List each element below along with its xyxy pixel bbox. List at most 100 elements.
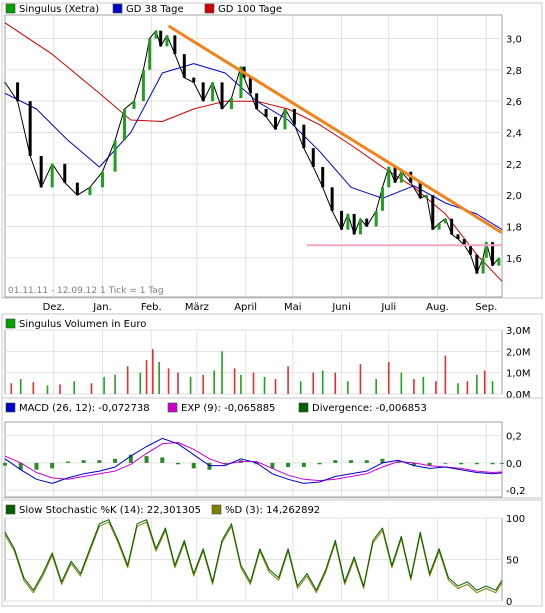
price-candle xyxy=(456,234,460,240)
month-tick-label: Dez. xyxy=(43,302,65,313)
price-legend-label: GD 100 Tage xyxy=(218,4,282,15)
price-ytick-label: 2,4 xyxy=(506,129,522,140)
price-candle xyxy=(330,187,334,211)
divergence-bar xyxy=(34,462,39,470)
divergence-bar xyxy=(427,462,432,466)
volume-bar xyxy=(413,379,415,394)
price-candle xyxy=(101,171,105,188)
price-candle xyxy=(431,195,435,230)
macd-legend-label: MACD (26, 12): -0,072738 xyxy=(19,403,150,414)
macd-panel: -0,2 0,0 0,2 MACD (26, 12): -0,072738 EXP (… xyxy=(1,397,543,499)
stochastic-grid xyxy=(5,517,502,602)
price-candle xyxy=(165,35,169,47)
macd-legend-swatch xyxy=(298,402,309,413)
divergence-bar xyxy=(490,462,495,465)
volume-bar xyxy=(103,376,105,394)
divergence-bar xyxy=(286,462,291,467)
price-candle xyxy=(248,77,252,94)
month-tick-label: Juni xyxy=(331,302,350,313)
volume-bar xyxy=(321,370,324,394)
price-candle xyxy=(63,163,67,183)
stochastic-panel: 0 50 100 Slow Stochastic %K (14): 22,30130… xyxy=(1,499,543,608)
macd-ytick-label: 0,2 xyxy=(506,432,522,443)
volume-bar xyxy=(213,370,215,394)
price-candle xyxy=(374,210,378,227)
macd-lines xyxy=(3,437,504,484)
price-candle xyxy=(229,98,233,109)
month-tick-label: März xyxy=(185,302,209,313)
price-candle xyxy=(123,109,127,141)
period-note: 01.11.11 - 12.09.12 1 Tick = 1 Tag xyxy=(8,286,164,296)
divergence-bar xyxy=(113,458,118,463)
macd-legend: MACD (26, 12): -0,072738 EXP (9): -0,0658… xyxy=(5,402,427,414)
volume-ytick-label: 2,0M xyxy=(506,347,531,358)
volume-bar xyxy=(19,379,22,394)
divergence-bar xyxy=(176,462,181,465)
macd-legend-swatch xyxy=(167,402,178,413)
macd-y-ticks: -0,2 0,0 0,2 xyxy=(506,432,526,498)
price-ytick-label: 1,8 xyxy=(506,223,522,234)
price-candle xyxy=(3,82,7,84)
price-legend-label: GD 38 Tage xyxy=(126,4,184,15)
divergence-bar xyxy=(500,462,504,464)
volume-bar xyxy=(483,370,486,394)
divergence-bar xyxy=(301,462,306,467)
divergence-bar xyxy=(81,460,86,463)
price-candle xyxy=(497,257,501,266)
month-tick-label: Juli xyxy=(380,302,396,313)
price-candle xyxy=(132,101,136,109)
volume-y-ticks: 0,0M 1,0M 2,0M 3,0M xyxy=(506,326,531,401)
volume-bar xyxy=(167,368,170,394)
trendline-line xyxy=(167,24,503,235)
macd-legend-label: Divergence: -0,006853 xyxy=(312,403,427,414)
volume-ytick-label: 3,0M xyxy=(506,326,531,337)
price-candle xyxy=(437,223,441,230)
price-candle xyxy=(154,30,158,39)
price-legend: Singulus (Xetra) GD 38 Tage GD 100 Tage xyxy=(5,3,282,15)
divergence-bar xyxy=(317,462,322,465)
divergence-bar xyxy=(97,460,102,463)
price-legend-swatch xyxy=(5,3,16,14)
volume-bar xyxy=(422,376,425,394)
price-candle xyxy=(75,182,79,196)
stoch-ytick-label: 50 xyxy=(506,556,519,567)
volume-bar xyxy=(73,381,76,394)
volume-bar xyxy=(139,372,142,394)
price-candle xyxy=(380,187,384,211)
macd-ytick-label: -0,2 xyxy=(506,486,526,497)
month-tick-label: Feb. xyxy=(141,302,162,313)
divergence-bar xyxy=(3,462,7,466)
volume-bar xyxy=(457,383,459,394)
macd-ytick-label: 0,0 xyxy=(506,459,522,470)
price-candle xyxy=(239,66,243,99)
price-candle xyxy=(283,109,287,130)
stoch-ytick-label: 0 xyxy=(506,597,512,608)
macd-legend-swatch xyxy=(5,402,16,413)
volume-bar xyxy=(274,379,277,394)
price-candle xyxy=(475,254,479,274)
price-candle xyxy=(274,116,278,130)
d-line xyxy=(4,521,503,594)
price-candle xyxy=(491,242,495,266)
divergence-bar xyxy=(411,462,416,466)
stochastic-lines xyxy=(4,519,503,594)
price-candle xyxy=(211,82,215,102)
stochastic-y-ticks: 0 50 100 xyxy=(506,514,525,608)
month-tick-label: Jan. xyxy=(92,302,112,313)
volume-bar xyxy=(158,362,160,394)
price-ytick-label: 3,0 xyxy=(506,35,522,46)
price-candle xyxy=(16,82,20,102)
volume-bar xyxy=(114,374,116,394)
price-y-ticks: 1,6 1,8 2,0 2,2 2,4 2,6 2,8 3,0 xyxy=(506,35,522,265)
volume-ytick-label: 0,0M xyxy=(506,390,531,401)
volume-bar xyxy=(359,364,362,394)
price-candle xyxy=(311,148,315,167)
price-candle xyxy=(340,210,344,230)
price-candle xyxy=(148,38,152,70)
volume-bars xyxy=(10,349,494,394)
divergence-bar xyxy=(191,462,196,469)
volume-ytick-label: 1,0M xyxy=(506,369,531,380)
price-candle xyxy=(425,195,429,199)
